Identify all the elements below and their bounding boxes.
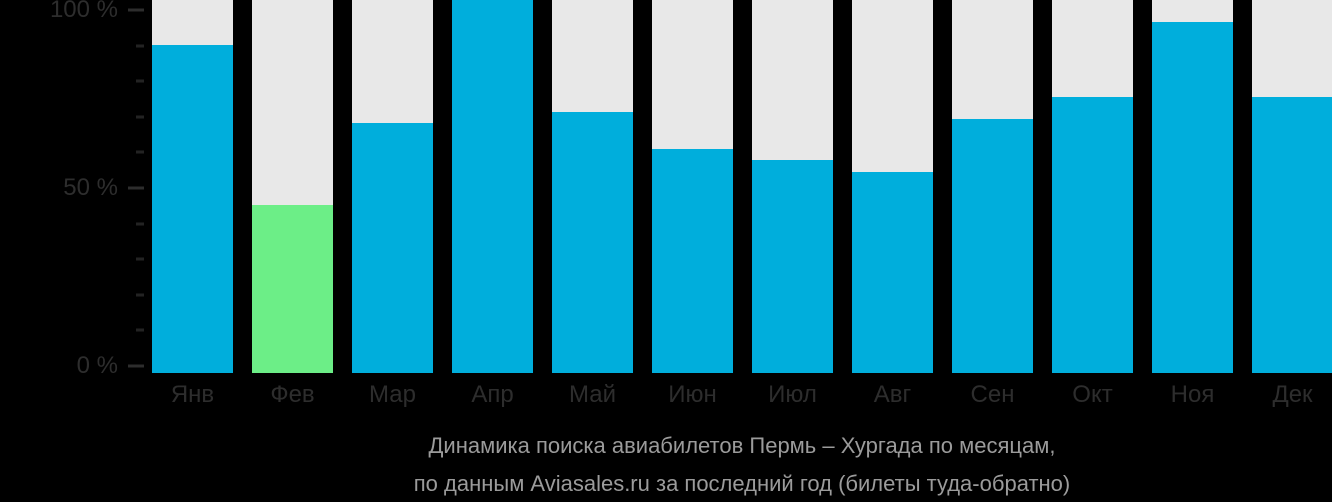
x-tick-label: Янв bbox=[170, 381, 215, 408]
y-tick-label: 0 % bbox=[76, 352, 118, 379]
y-minor-tick bbox=[136, 115, 144, 119]
y-major-tick bbox=[128, 8, 144, 12]
y-minor-tick bbox=[136, 79, 144, 83]
y-minor-tick bbox=[136, 222, 144, 226]
bar-fill bbox=[1052, 97, 1133, 373]
chart-subtitle: по данным Aviasales.ru за последний год … bbox=[413, 471, 1071, 496]
chart-title: Динамика поиска авиабилетов Пермь – Хург… bbox=[428, 433, 1056, 458]
bar-track bbox=[1252, 0, 1332, 373]
y-major-tick bbox=[128, 364, 144, 368]
x-tick-label: Окт bbox=[1072, 381, 1113, 408]
plot-area bbox=[152, 0, 1332, 373]
bar-track bbox=[952, 0, 1033, 373]
bar-fill bbox=[352, 123, 433, 373]
bar-fill bbox=[552, 112, 633, 373]
x-tick-label: Мар bbox=[369, 381, 416, 408]
bar-fill bbox=[952, 119, 1033, 373]
bar-fill bbox=[1252, 97, 1332, 373]
bar-fill bbox=[452, 0, 533, 373]
bar-track bbox=[552, 0, 633, 373]
bar-track bbox=[852, 0, 933, 373]
bar-track bbox=[452, 0, 533, 373]
y-minor-tick bbox=[136, 150, 144, 154]
bar-fill bbox=[152, 45, 233, 373]
bar-track bbox=[1152, 0, 1233, 373]
bar-track bbox=[1052, 0, 1133, 373]
bar-fill bbox=[752, 160, 833, 373]
y-minor-tick bbox=[136, 257, 144, 261]
x-tick-label: Май bbox=[568, 381, 616, 408]
bar-track bbox=[752, 0, 833, 373]
x-tick-label: Дек bbox=[1272, 381, 1313, 408]
y-minor-tick bbox=[136, 293, 144, 297]
bar-track bbox=[252, 0, 333, 373]
bar-track bbox=[652, 0, 733, 373]
x-tick-label: Сен bbox=[970, 381, 1015, 408]
y-minor-tick bbox=[136, 328, 144, 332]
bar-fill-highlight bbox=[252, 205, 333, 373]
y-minor-tick bbox=[136, 44, 144, 48]
y-major-tick bbox=[128, 186, 144, 190]
x-tick-label: Июл bbox=[768, 381, 817, 408]
bar-track bbox=[352, 0, 433, 373]
y-tick-label: 50 % bbox=[63, 174, 118, 201]
x-tick-label: Апр bbox=[471, 381, 514, 408]
x-tick-label: Ноя bbox=[1170, 381, 1215, 408]
chart-caption: Динамика поиска авиабилетов Пермь – Хург… bbox=[152, 427, 1332, 502]
bar-fill bbox=[652, 149, 733, 373]
y-tick-label: 100 % bbox=[49, 0, 118, 23]
x-tick-label: Авг bbox=[873, 381, 912, 408]
x-tick-label: Июн bbox=[668, 381, 717, 408]
x-tick-label: Фев bbox=[270, 381, 315, 408]
x-axis: Янв Фев Мар Апр Май Июн Июл Авг Сен Окт Ноя Дек bbox=[0, 383, 1332, 411]
bar-fill bbox=[1152, 22, 1233, 373]
bar-track bbox=[152, 0, 233, 373]
bar-fill bbox=[852, 172, 933, 373]
